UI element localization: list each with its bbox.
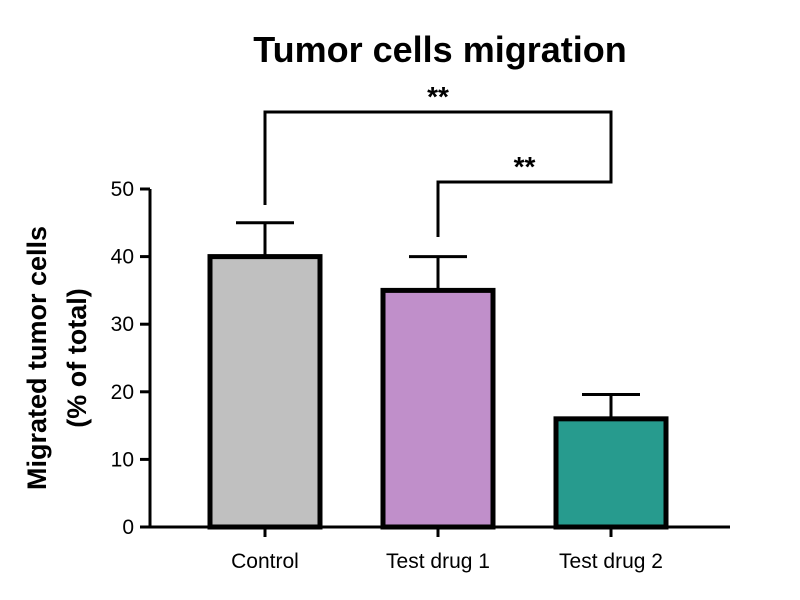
- y-tick-label-0: 0: [122, 516, 134, 539]
- x-tick-label-0: Control: [231, 550, 299, 573]
- y-tick-label-3: 30: [111, 313, 134, 336]
- significance-label-1: **: [514, 151, 536, 182]
- significance-bracket-1: [436, 164, 613, 237]
- x-tick-label-1: Test drug 1: [386, 550, 490, 573]
- chart-title: Tumor cells migration: [253, 29, 626, 70]
- y-tick-label-2: 20: [111, 381, 134, 404]
- y-tick-label-5: 50: [111, 178, 134, 201]
- y-axis-label-line-2: (% of total): [62, 288, 92, 427]
- x-tick-label-2: Test drug 2: [559, 550, 663, 573]
- y-tick-label-1: 10: [111, 448, 134, 471]
- significance-label-0: **: [427, 81, 449, 112]
- y-tick-label-4: 40: [111, 246, 134, 269]
- bar-1: [380, 287, 496, 530]
- bar-0: [207, 254, 323, 530]
- y-axis-label-line-1: Migrated tumor cells: [22, 226, 52, 490]
- significance-bracket-0: [263, 110, 613, 205]
- bar-2: [553, 416, 669, 530]
- plot-area: 0 10 20 30 40 50 Control Test drug 1 Test drug 2…: [111, 81, 730, 573]
